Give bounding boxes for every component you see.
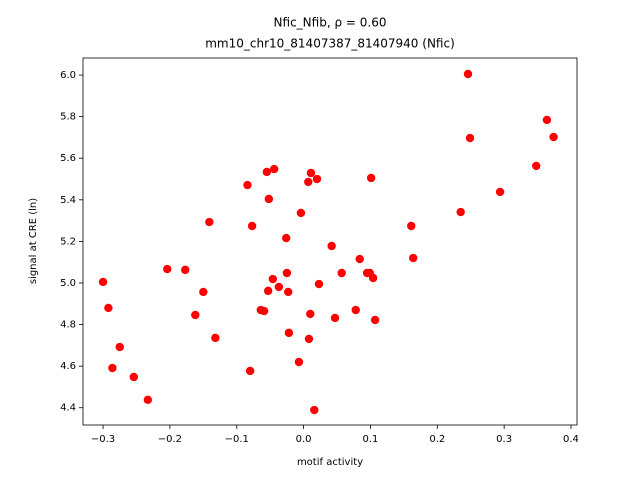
point — [327, 241, 336, 251]
point — [542, 115, 552, 125]
point — [243, 180, 252, 190]
point — [304, 334, 314, 344]
point — [262, 167, 272, 177]
point — [284, 328, 294, 338]
point — [407, 221, 416, 231]
point — [199, 287, 208, 297]
x-axis-label: motif activity — [297, 457, 363, 468]
y-axis-label: signal at CRE (ln) — [28, 198, 39, 284]
point — [163, 264, 172, 274]
chart-title: Nfic_Nfib, ρ = 0.60 — [274, 16, 387, 30]
point — [370, 315, 380, 325]
point — [304, 177, 313, 187]
point — [211, 333, 220, 343]
y-tick-label: 4.6 — [60, 361, 76, 372]
point — [296, 208, 306, 218]
point — [306, 168, 316, 178]
y-tick-label: 4.8 — [60, 320, 76, 331]
y-tick-label: 5.2 — [60, 236, 76, 247]
point — [310, 405, 319, 415]
point — [366, 173, 376, 183]
point — [247, 221, 257, 231]
point — [330, 313, 340, 323]
point — [456, 207, 465, 217]
x-tick-label: −0.2 — [158, 434, 182, 445]
point — [274, 282, 284, 292]
point — [269, 164, 279, 174]
point — [191, 310, 200, 320]
point — [282, 268, 292, 278]
point — [282, 233, 291, 243]
point — [263, 286, 273, 296]
point — [98, 277, 108, 287]
point — [181, 265, 190, 275]
point — [312, 174, 322, 184]
point — [104, 303, 113, 313]
point — [143, 395, 153, 405]
y-tick-label: 5.8 — [60, 112, 76, 123]
point — [245, 366, 255, 376]
point — [205, 217, 214, 227]
point — [368, 273, 378, 283]
point — [463, 69, 473, 79]
x-tick-label: −0.1 — [225, 434, 249, 445]
x-tick-label: −0.3 — [91, 434, 115, 445]
point — [264, 194, 274, 204]
point — [115, 342, 124, 352]
point — [337, 268, 346, 278]
x-tick-label: 0.4 — [563, 434, 579, 445]
point — [294, 357, 304, 367]
chart-subtitle: mm10_chr10_81407387_81407940 (Nfic) — [205, 37, 455, 51]
y-tick-label: 5.6 — [60, 153, 76, 164]
point — [129, 372, 139, 382]
x-tick-label: 0.0 — [296, 434, 312, 445]
point — [532, 161, 541, 171]
point — [549, 132, 558, 142]
point — [268, 274, 278, 284]
x-tick-label: 0.3 — [496, 434, 512, 445]
point — [495, 187, 505, 197]
point — [409, 253, 418, 263]
point — [108, 363, 117, 373]
point — [355, 254, 364, 264]
y-tick-label: 6.0 — [60, 70, 76, 81]
x-tick-label: 0.2 — [429, 434, 445, 445]
y-tick-label: 5.4 — [60, 195, 76, 206]
point — [284, 287, 293, 297]
point — [259, 306, 269, 316]
y-tick-label: 4.4 — [60, 403, 76, 414]
point — [314, 279, 324, 289]
point — [465, 133, 475, 143]
x-tick-label: 0.1 — [362, 434, 378, 445]
y-tick-label: 5.0 — [60, 278, 76, 289]
point — [306, 309, 315, 319]
plot-frame — [82, 57, 578, 426]
point — [351, 305, 360, 315]
